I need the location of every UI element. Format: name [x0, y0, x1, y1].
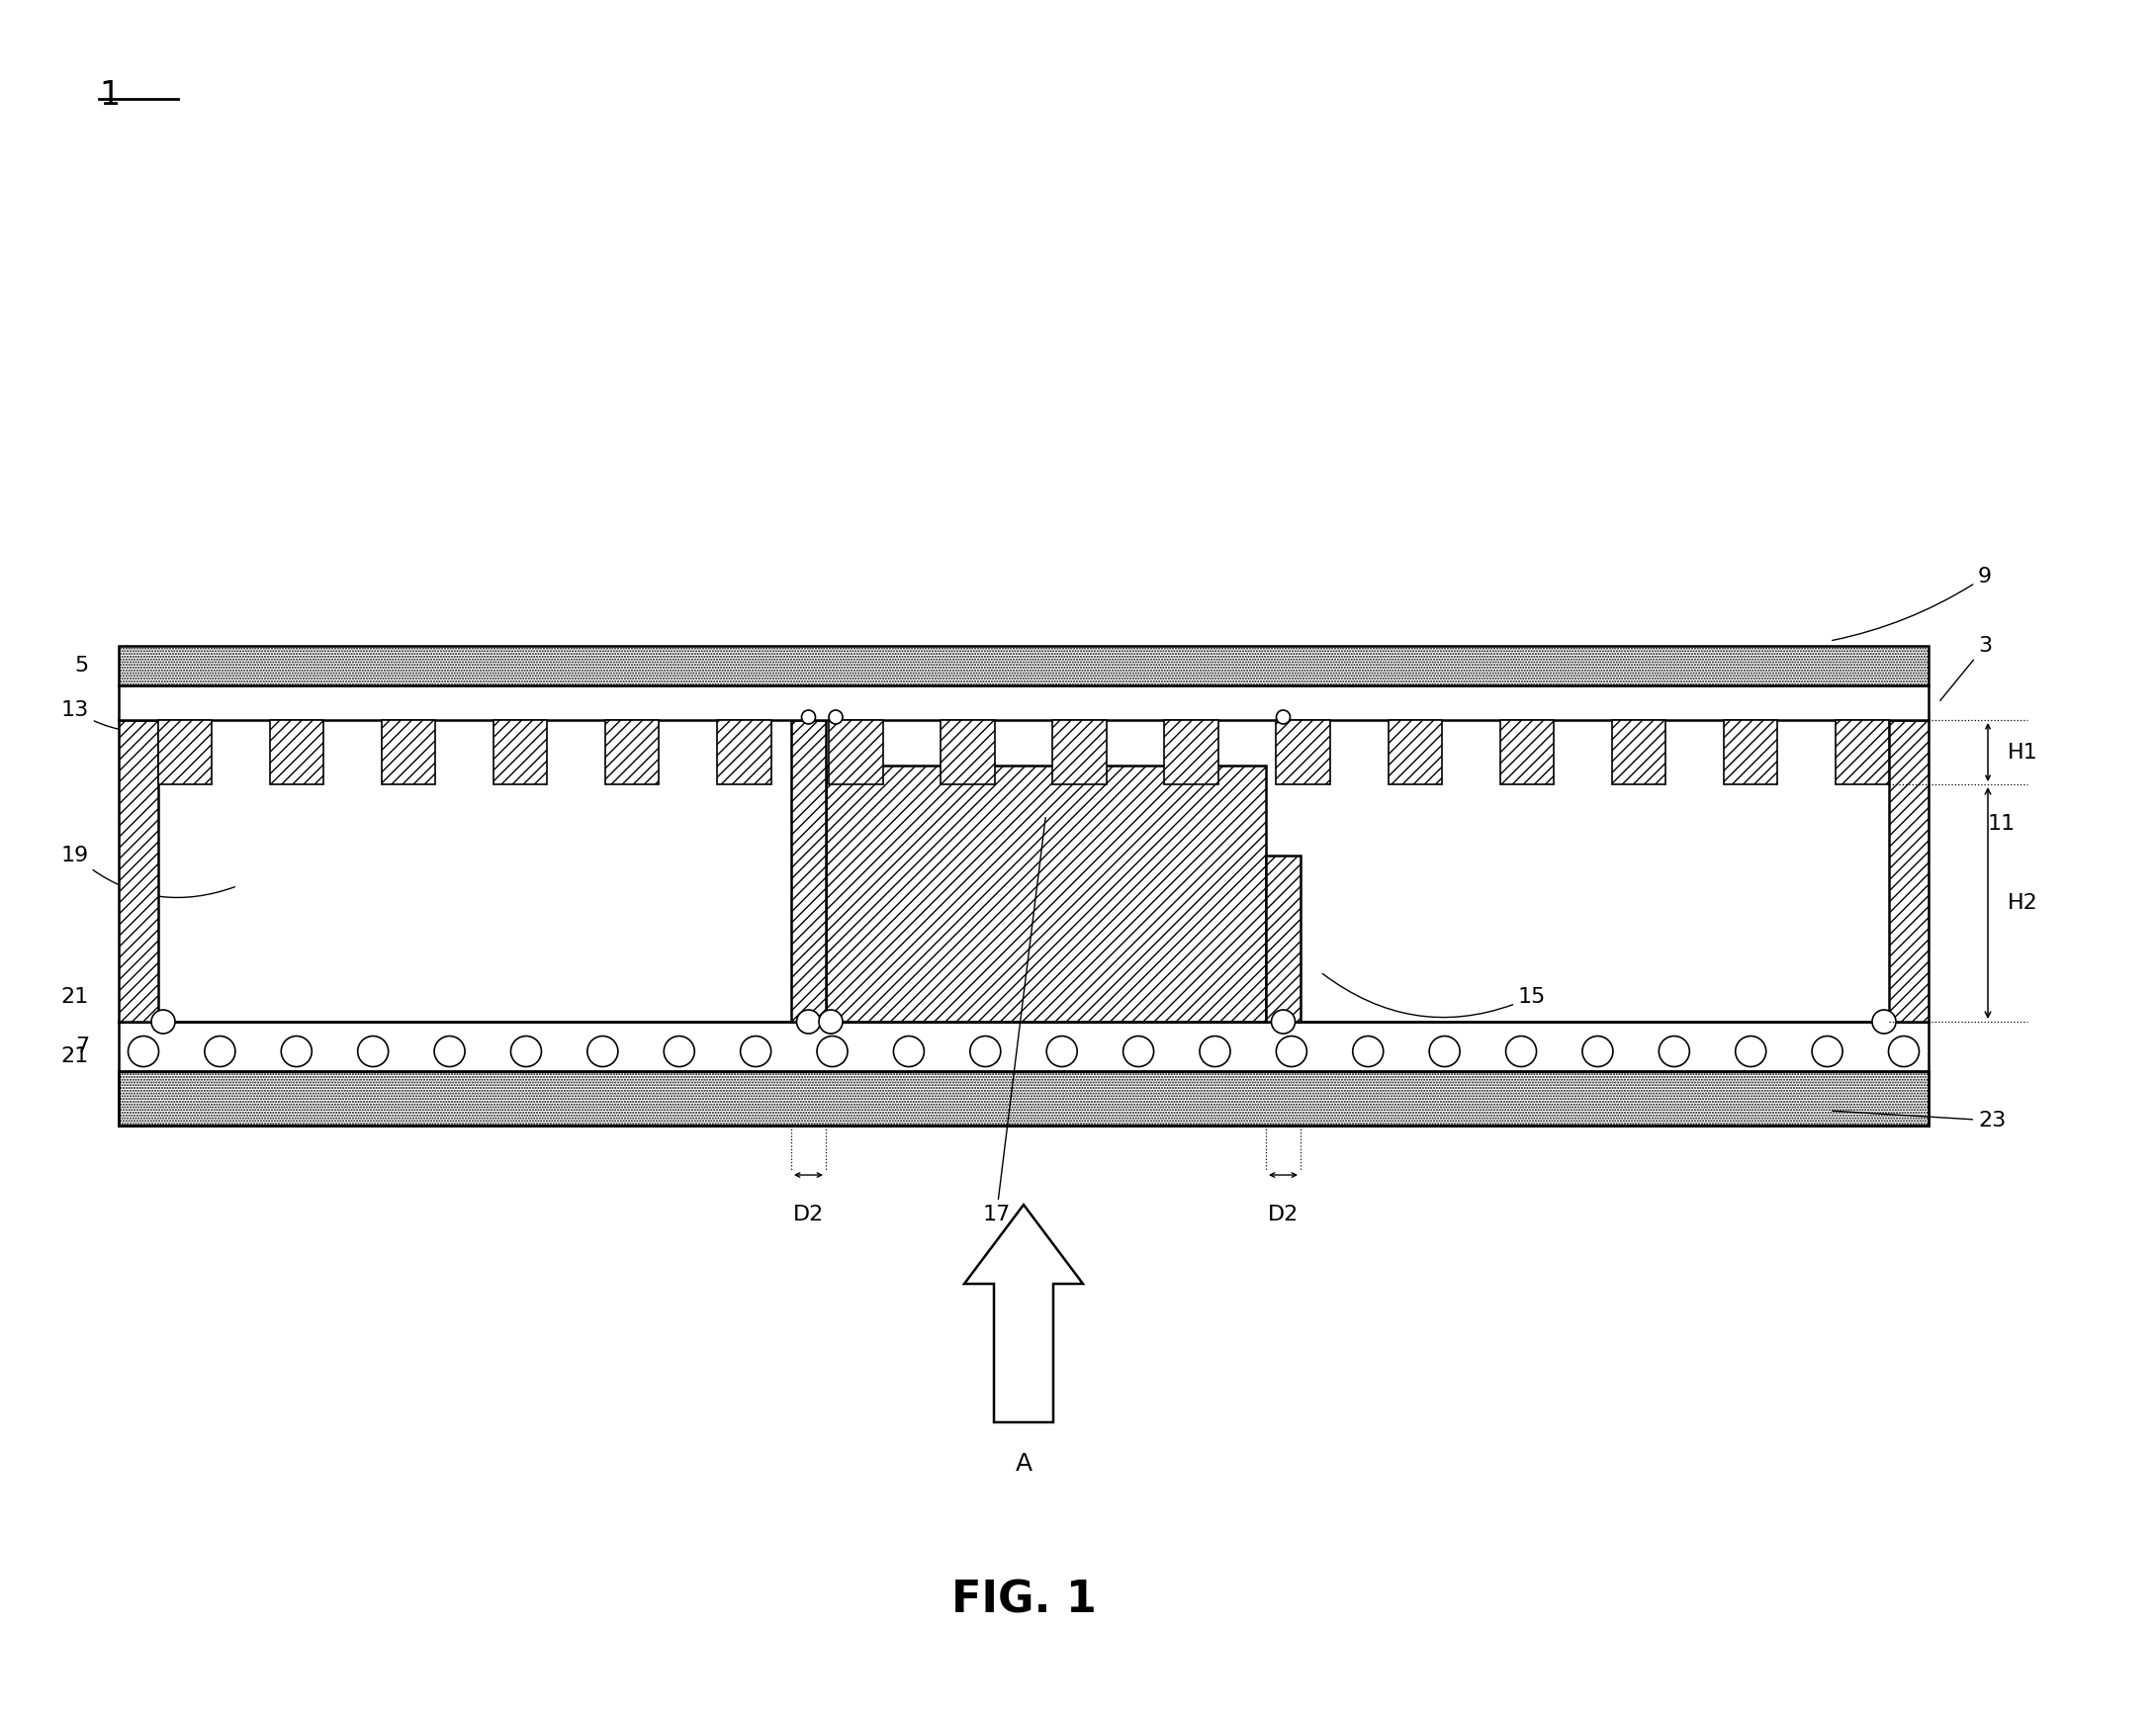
- Text: A: A: [1015, 1453, 1033, 1475]
- Bar: [1266, 856, 1300, 1021]
- Bar: [1723, 720, 1777, 784]
- Bar: [830, 720, 882, 784]
- Text: 13: 13: [60, 700, 166, 732]
- Circle shape: [1871, 1009, 1895, 1033]
- Circle shape: [127, 1037, 160, 1067]
- Circle shape: [893, 1037, 925, 1067]
- Bar: [826, 765, 1266, 1021]
- Text: 19: 19: [60, 846, 235, 897]
- Circle shape: [1736, 1037, 1766, 1067]
- Text: 15: 15: [1322, 973, 1546, 1018]
- Text: 17: 17: [983, 818, 1046, 1224]
- Bar: [1613, 720, 1664, 784]
- Circle shape: [1811, 1037, 1843, 1067]
- Bar: [1889, 720, 1927, 1021]
- Circle shape: [970, 1037, 1000, 1067]
- Bar: [119, 646, 1927, 686]
- Circle shape: [1272, 1009, 1296, 1033]
- Circle shape: [740, 1037, 772, 1067]
- Text: 7: 7: [75, 1037, 88, 1055]
- Bar: [718, 720, 772, 784]
- Circle shape: [664, 1037, 694, 1067]
- Text: 23: 23: [1833, 1110, 2005, 1131]
- Bar: [1501, 720, 1554, 784]
- Bar: [382, 720, 436, 784]
- Bar: [270, 720, 323, 784]
- Circle shape: [433, 1037, 466, 1067]
- Circle shape: [819, 1009, 843, 1033]
- Text: D2: D2: [1268, 1205, 1298, 1224]
- Circle shape: [828, 710, 843, 724]
- Bar: [119, 686, 1927, 720]
- Circle shape: [1658, 1037, 1690, 1067]
- Circle shape: [205, 1037, 235, 1067]
- Text: 5: 5: [75, 655, 88, 676]
- Bar: [119, 1021, 1927, 1071]
- Text: FIG. 1: FIG. 1: [951, 1580, 1095, 1621]
- Bar: [606, 720, 660, 784]
- Circle shape: [1046, 1037, 1078, 1067]
- Circle shape: [1889, 1037, 1919, 1067]
- Text: 11: 11: [1988, 815, 2016, 834]
- Text: H2: H2: [2007, 894, 2037, 913]
- Circle shape: [1352, 1037, 1384, 1067]
- Bar: [1052, 720, 1106, 784]
- Circle shape: [280, 1037, 313, 1067]
- Text: H1: H1: [2007, 743, 2037, 762]
- Polygon shape: [964, 1205, 1082, 1422]
- Circle shape: [586, 1037, 619, 1067]
- Bar: [1276, 720, 1330, 784]
- Circle shape: [1429, 1037, 1460, 1067]
- Bar: [1164, 720, 1218, 784]
- Text: 9: 9: [1833, 567, 1992, 641]
- Circle shape: [1505, 1037, 1537, 1067]
- Bar: [494, 720, 548, 784]
- Text: D2: D2: [793, 1205, 824, 1224]
- Circle shape: [796, 1009, 821, 1033]
- Bar: [940, 720, 994, 784]
- Bar: [119, 1071, 1927, 1126]
- Circle shape: [1276, 1037, 1307, 1067]
- Circle shape: [817, 1037, 847, 1067]
- Bar: [157, 720, 211, 784]
- Text: 1: 1: [99, 79, 121, 112]
- Circle shape: [1123, 1037, 1153, 1067]
- Circle shape: [1199, 1037, 1231, 1067]
- Text: 3: 3: [1940, 636, 1992, 701]
- Text: 21: 21: [60, 1047, 88, 1066]
- Circle shape: [358, 1037, 388, 1067]
- Bar: [1388, 720, 1442, 784]
- Bar: [1835, 720, 1889, 784]
- Circle shape: [1583, 1037, 1613, 1067]
- Bar: [119, 720, 157, 1021]
- Circle shape: [1276, 710, 1289, 724]
- Circle shape: [511, 1037, 541, 1067]
- Bar: [791, 720, 826, 1021]
- Circle shape: [802, 710, 815, 724]
- Text: 21: 21: [60, 987, 88, 1007]
- Circle shape: [151, 1009, 175, 1033]
